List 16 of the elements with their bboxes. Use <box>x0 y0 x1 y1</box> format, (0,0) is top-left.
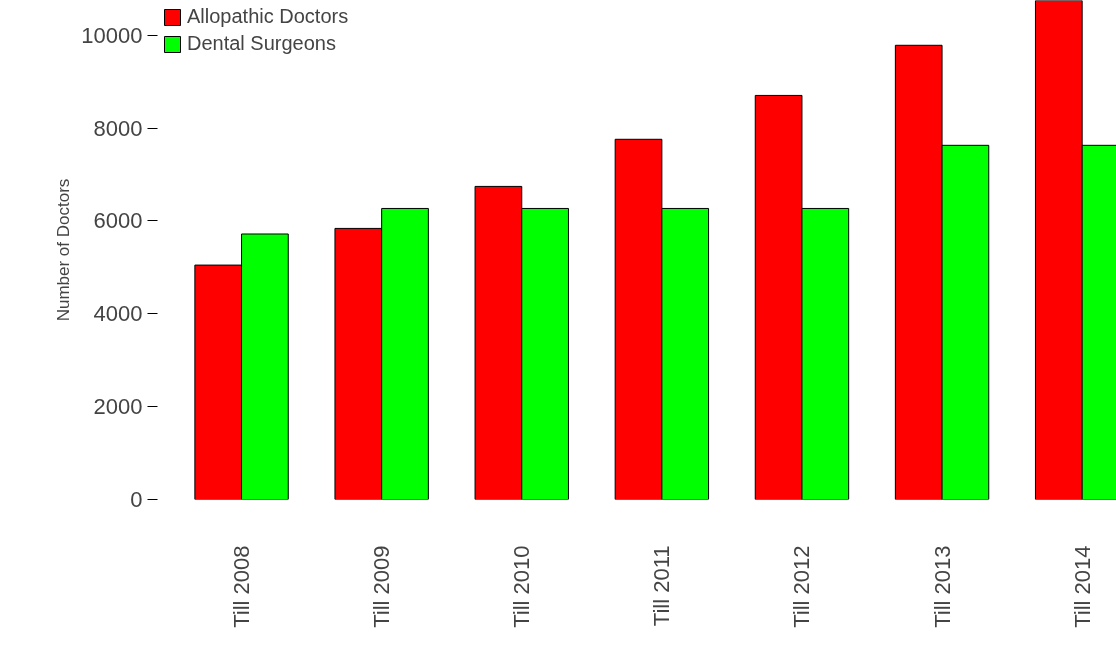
x-tick-label: Till 2013 <box>929 545 955 628</box>
legend-label: Allopathic Doctors <box>187 5 349 28</box>
x-tick-label: Till 2010 <box>509 545 535 628</box>
y-tick-label: 8000 <box>93 115 143 141</box>
y-tick-label: 10000 <box>81 22 143 48</box>
y-tick-label: 6000 <box>93 208 143 234</box>
y-tick-label: 4000 <box>93 301 143 327</box>
x-tick-label: Till 2008 <box>229 545 255 628</box>
y-tick-label: 0 <box>130 487 143 512</box>
y-axis-title: Number of Doctors <box>54 178 74 322</box>
x-tick-label: Till 2014 <box>1069 545 1095 628</box>
x-tick-label: Till 2012 <box>789 545 815 628</box>
x-tick-label: Till 2009 <box>369 545 395 628</box>
y-tick-label: 2000 <box>93 394 143 420</box>
legend-label: Dental Surgeons <box>187 32 336 55</box>
x-tick-label: Till 2011 <box>649 545 675 627</box>
